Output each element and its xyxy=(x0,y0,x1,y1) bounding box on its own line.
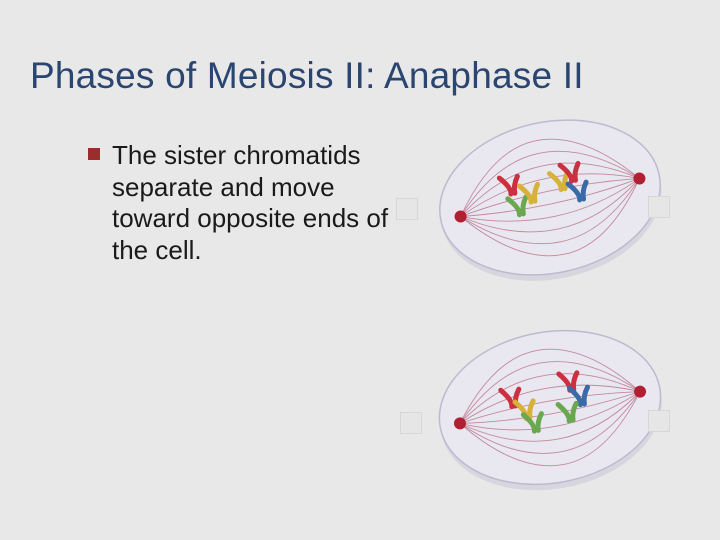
diagram-area xyxy=(400,110,700,520)
bullet-row: The sister chromatids separate and move … xyxy=(88,140,418,267)
anaphase-cell-2 xyxy=(433,320,668,495)
placeholder-square-icon xyxy=(648,410,670,432)
placeholder-square-icon xyxy=(648,196,670,218)
square-bullet-icon xyxy=(88,148,100,160)
body-text: The sister chromatids separate and move … xyxy=(112,140,418,267)
placeholder-square-icon xyxy=(396,198,418,220)
slide: Phases of Meiosis II: Anaphase II The si… xyxy=(0,0,720,540)
placeholder-square-icon xyxy=(400,412,422,434)
slide-title: Phases of Meiosis II: Anaphase II xyxy=(30,55,710,97)
anaphase-cell-1 xyxy=(433,110,668,285)
